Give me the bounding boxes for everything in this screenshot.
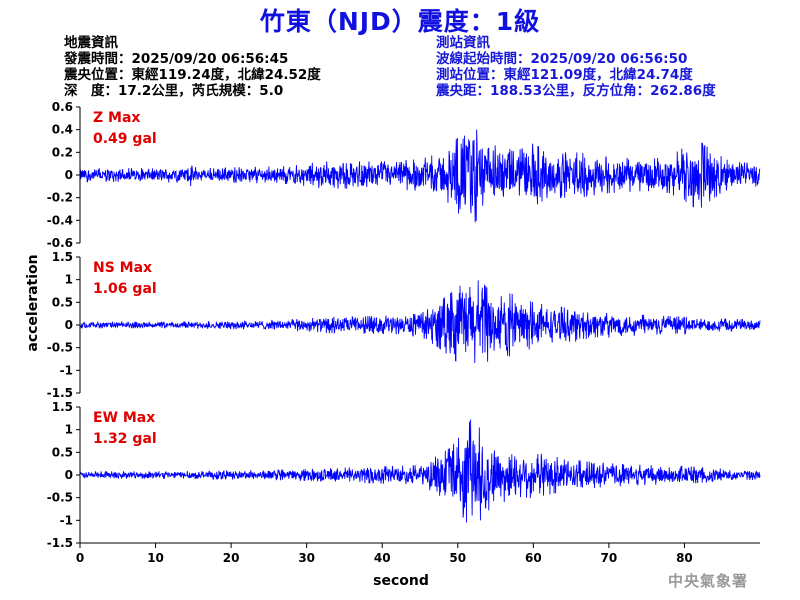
y-tick-label: -0.4 bbox=[47, 213, 73, 227]
max-value-ns: 1.06 gal bbox=[93, 281, 157, 297]
earthquake-info: 地震資訊 發震時間：2025/09/20 06:56:45 震央位置：東經119.2… bbox=[64, 35, 321, 99]
y-tick-label: 0 bbox=[65, 318, 73, 332]
x-tick-label: 40 bbox=[374, 551, 391, 565]
y-tick-label: -1 bbox=[60, 513, 73, 527]
x-tick-label: 50 bbox=[449, 551, 466, 565]
y-tick-label: 0.5 bbox=[52, 295, 73, 309]
y-tick-label: 0.4 bbox=[52, 123, 73, 137]
station-info-heading: 測站資訊 bbox=[436, 35, 490, 51]
max-label-z: Z Max bbox=[93, 110, 140, 126]
y-tick-label: 1 bbox=[65, 273, 73, 287]
origin-time: 發震時間：2025/09/20 06:56:45 bbox=[64, 51, 289, 67]
epicentral-distance: 震央距：188.53公里，反方位角：262.86度 bbox=[436, 83, 716, 99]
chart-title: 竹東（NJD）震度：1級 bbox=[259, 7, 541, 36]
y-tick-label: -1.5 bbox=[47, 386, 73, 400]
y-tick-label: 1 bbox=[65, 423, 73, 437]
waveform-ew bbox=[79, 419, 761, 523]
y-tick-label: 0 bbox=[65, 168, 73, 182]
agency-label: 中央氣象署 bbox=[667, 572, 748, 590]
y-tick-label: 1.5 bbox=[52, 400, 73, 414]
waveform-z bbox=[79, 129, 761, 223]
y-tick-label: -0.5 bbox=[47, 341, 73, 355]
waveform-ns bbox=[79, 280, 761, 364]
max-value-ew: 1.32 gal bbox=[93, 431, 157, 447]
x-tick-label: 60 bbox=[525, 551, 542, 565]
earthquake-info-heading: 地震資訊 bbox=[64, 35, 118, 51]
x-tick-label: 30 bbox=[298, 551, 315, 565]
y-tick-label: 1.5 bbox=[52, 250, 73, 264]
y-axis-title: acceleration bbox=[25, 254, 41, 351]
x-tick-label: 20 bbox=[223, 551, 240, 565]
max-label-ns: NS Max bbox=[93, 260, 152, 276]
y-tick-label: 0.6 bbox=[52, 100, 73, 114]
x-tick-label: 0 bbox=[76, 551, 84, 565]
station-location: 測站位置：東經121.09度，北緯24.74度 bbox=[436, 67, 693, 83]
epicenter: 震央位置：東經119.24度，北緯24.52度 bbox=[64, 67, 321, 83]
y-tick-label: 0.2 bbox=[52, 145, 73, 159]
max-value-z: 0.49 gal bbox=[93, 131, 157, 147]
station-info: 測站資訊 波線起始時間：2025/09/20 06:56:50 測站位置：東經121… bbox=[436, 35, 716, 99]
y-tick-label: 0 bbox=[65, 468, 73, 482]
depth-magnitude: 深 度：17.2公里，芮氏規模：5.0 bbox=[64, 83, 284, 99]
max-label-ew: EW Max bbox=[93, 410, 155, 426]
x-axis-title: second bbox=[373, 573, 429, 589]
x-tick-label: 10 bbox=[147, 551, 164, 565]
y-tick-label: 0.5 bbox=[52, 445, 73, 459]
wave-start-time: 波線起始時間：2025/09/20 06:56:50 bbox=[436, 51, 688, 67]
x-tick-label: 70 bbox=[601, 551, 618, 565]
y-tick-label: -0.6 bbox=[47, 236, 73, 250]
y-tick-label: -1 bbox=[60, 363, 73, 377]
y-tick-label: -1.5 bbox=[47, 536, 73, 550]
y-tick-label: -0.5 bbox=[47, 491, 73, 505]
y-tick-label: -0.2 bbox=[47, 191, 73, 205]
x-tick-label: 80 bbox=[676, 551, 693, 565]
